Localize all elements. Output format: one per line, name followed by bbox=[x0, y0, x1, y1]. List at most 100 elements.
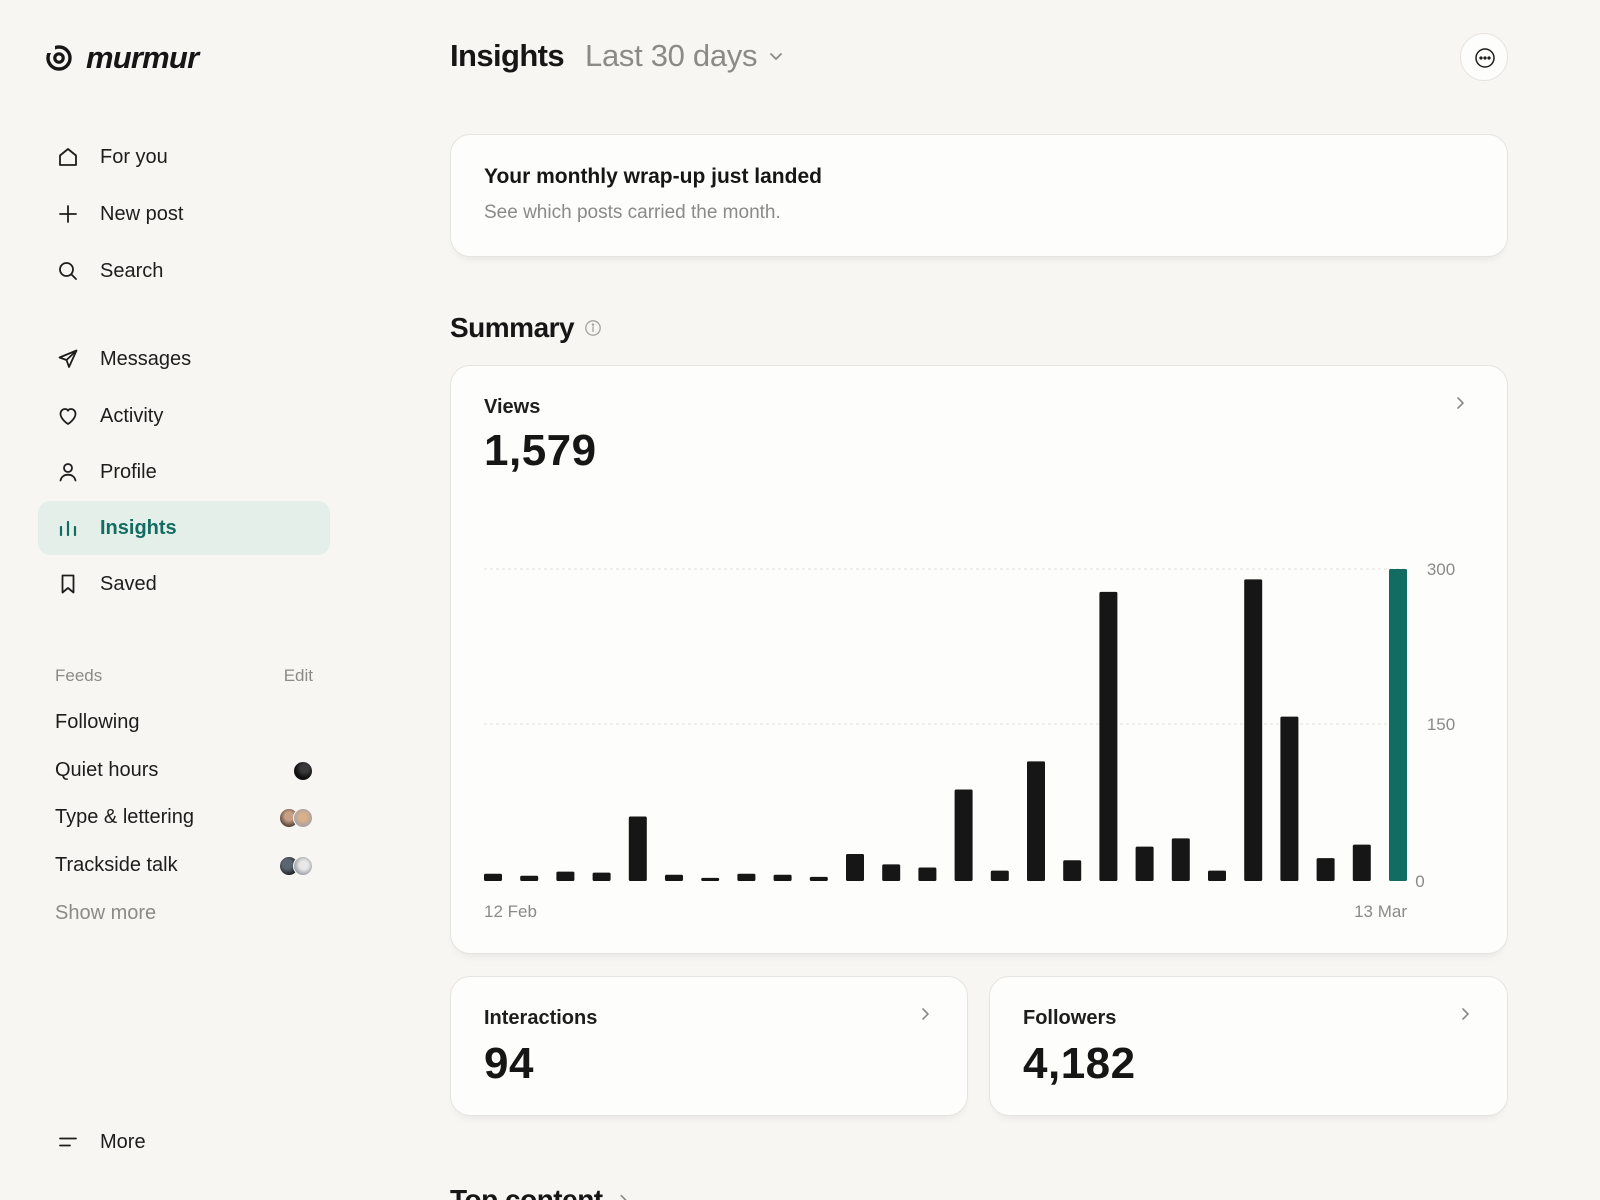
nav-label: For you bbox=[100, 145, 168, 168]
app-logo[interactable]: murmur bbox=[44, 40, 199, 76]
bar[interactable] bbox=[1099, 591, 1118, 881]
feeds-edit-link[interactable]: Edit bbox=[283, 666, 313, 685]
views-bar-chart: 300 150 0 12 Feb 13 Mar bbox=[484, 560, 1455, 921]
feed-item-following[interactable]: Following bbox=[55, 709, 313, 739]
y-tick-label: 0 bbox=[1415, 872, 1424, 891]
interactions-card[interactable]: Interactions 94 bbox=[450, 976, 968, 1116]
nav-label: Search bbox=[100, 259, 164, 282]
feed-avatars bbox=[279, 808, 313, 830]
bar-chart-icon bbox=[56, 516, 80, 540]
top-content-title: Top content bbox=[450, 1184, 603, 1200]
nav-item-messages[interactable]: Messages bbox=[38, 332, 330, 386]
bar[interactable] bbox=[1171, 838, 1190, 881]
bar[interactable] bbox=[1316, 858, 1335, 881]
feeds-title: Feeds bbox=[55, 666, 103, 685]
x-end-label: 13 Mar bbox=[1354, 902, 1407, 921]
chevron-right-icon bbox=[916, 1005, 934, 1023]
nav-label: More bbox=[100, 1130, 146, 1153]
bar[interactable] bbox=[1027, 761, 1045, 881]
more-options-button[interactable] bbox=[1460, 33, 1508, 81]
bar[interactable] bbox=[628, 816, 647, 881]
bar[interactable] bbox=[701, 877, 720, 881]
bar[interactable] bbox=[918, 867, 937, 881]
bar[interactable] bbox=[1352, 844, 1371, 881]
bar-highlighted[interactable] bbox=[1389, 569, 1407, 881]
bar[interactable] bbox=[1135, 846, 1154, 881]
menu-icon bbox=[56, 1130, 80, 1154]
nav-label: Activity bbox=[100, 404, 164, 427]
nav-label: New post bbox=[100, 202, 184, 225]
nav-item-activity[interactable]: Activity bbox=[38, 389, 330, 443]
bar[interactable] bbox=[882, 864, 901, 881]
nav-item-for-you[interactable]: For you bbox=[38, 130, 330, 184]
avatar bbox=[293, 856, 313, 876]
views-card[interactable]: 300 150 0 12 Feb 13 Mar Views 1,579 bbox=[450, 365, 1508, 954]
page-title: Insights bbox=[450, 38, 565, 73]
nav-item-profile[interactable]: Profile bbox=[38, 445, 330, 499]
y-tick-label: 300 bbox=[1427, 560, 1455, 579]
interactions-label: Interactions bbox=[484, 1007, 598, 1029]
feed-label: Type & lettering bbox=[55, 806, 194, 828]
nav-item-search[interactable]: Search bbox=[38, 244, 330, 298]
bar[interactable] bbox=[990, 870, 1009, 881]
bar[interactable] bbox=[665, 874, 683, 881]
followers-value: 4,182 bbox=[1023, 1039, 1136, 1088]
bar[interactable] bbox=[846, 853, 864, 881]
bar[interactable] bbox=[773, 874, 792, 881]
sidebar: murmur For you New post Search Messages … bbox=[0, 0, 360, 1200]
feed-avatars bbox=[279, 856, 313, 878]
chevron-right-icon bbox=[620, 1194, 627, 1200]
chevron-right-icon bbox=[1456, 1005, 1474, 1023]
nav-item-more[interactable]: More bbox=[38, 1115, 330, 1169]
views-label: Views bbox=[484, 396, 541, 418]
followers-card[interactable]: Followers 4,182 bbox=[989, 976, 1508, 1116]
date-range-label: Last 30 days bbox=[585, 38, 758, 73]
bookmark-icon bbox=[56, 572, 80, 596]
feed-label: Quiet hours bbox=[55, 759, 159, 781]
monthly-wrapup-banner[interactable]: Your monthly wrap-up just landed See whi… bbox=[450, 134, 1508, 257]
interactions-value: 94 bbox=[484, 1039, 534, 1088]
feed-item-type-lettering[interactable]: Type & lettering bbox=[55, 804, 313, 834]
bar[interactable] bbox=[556, 871, 575, 881]
feed-item-trackside-talk[interactable]: Trackside talk bbox=[55, 852, 313, 882]
avatar bbox=[293, 761, 313, 781]
more-options-icon bbox=[1475, 48, 1495, 68]
nav-label: Messages bbox=[100, 347, 192, 370]
bar[interactable] bbox=[1063, 860, 1082, 881]
bar[interactable] bbox=[1208, 870, 1226, 881]
banner-subtitle: See which posts carried the month. bbox=[484, 202, 781, 223]
summary-title: Summary bbox=[450, 312, 575, 343]
feed-item-quiet-hours[interactable]: Quiet hours bbox=[55, 757, 313, 787]
bar[interactable] bbox=[520, 875, 539, 881]
date-range-select[interactable]: Last 30 days bbox=[585, 38, 785, 74]
nav-label: Saved bbox=[100, 572, 157, 595]
nav-item-insights[interactable]: Insights bbox=[38, 501, 330, 555]
bar[interactable] bbox=[737, 873, 756, 881]
nav-label: Profile bbox=[100, 460, 157, 483]
nav-item-new-post[interactable]: New post bbox=[38, 187, 330, 241]
chevron-down-icon bbox=[767, 47, 785, 65]
user-icon bbox=[56, 460, 80, 484]
bar[interactable] bbox=[1244, 579, 1263, 881]
search-icon bbox=[56, 259, 80, 283]
app-name: murmur bbox=[86, 40, 199, 75]
summary-heading: Summary bbox=[450, 312, 602, 344]
bar[interactable] bbox=[809, 876, 828, 881]
bar[interactable] bbox=[592, 872, 611, 881]
home-icon bbox=[56, 145, 80, 169]
show-more-link[interactable]: Show more bbox=[55, 902, 157, 924]
heart-icon bbox=[56, 404, 80, 428]
bar[interactable] bbox=[1280, 716, 1299, 881]
feed-label: Trackside talk bbox=[55, 854, 178, 876]
feeds-header: Feeds Edit bbox=[55, 666, 313, 688]
banner-title: Your monthly wrap-up just landed bbox=[484, 165, 822, 188]
info-icon[interactable] bbox=[584, 319, 602, 337]
chevron-right-icon bbox=[1451, 394, 1469, 412]
bar[interactable] bbox=[484, 873, 502, 881]
x-start-label: 12 Feb bbox=[484, 902, 537, 921]
nav-item-saved[interactable]: Saved bbox=[38, 557, 330, 611]
avatar bbox=[293, 808, 313, 828]
top-content-heading[interactable]: Top content bbox=[450, 1184, 631, 1200]
murmur-logo-icon bbox=[44, 43, 74, 73]
bar[interactable] bbox=[954, 789, 973, 881]
